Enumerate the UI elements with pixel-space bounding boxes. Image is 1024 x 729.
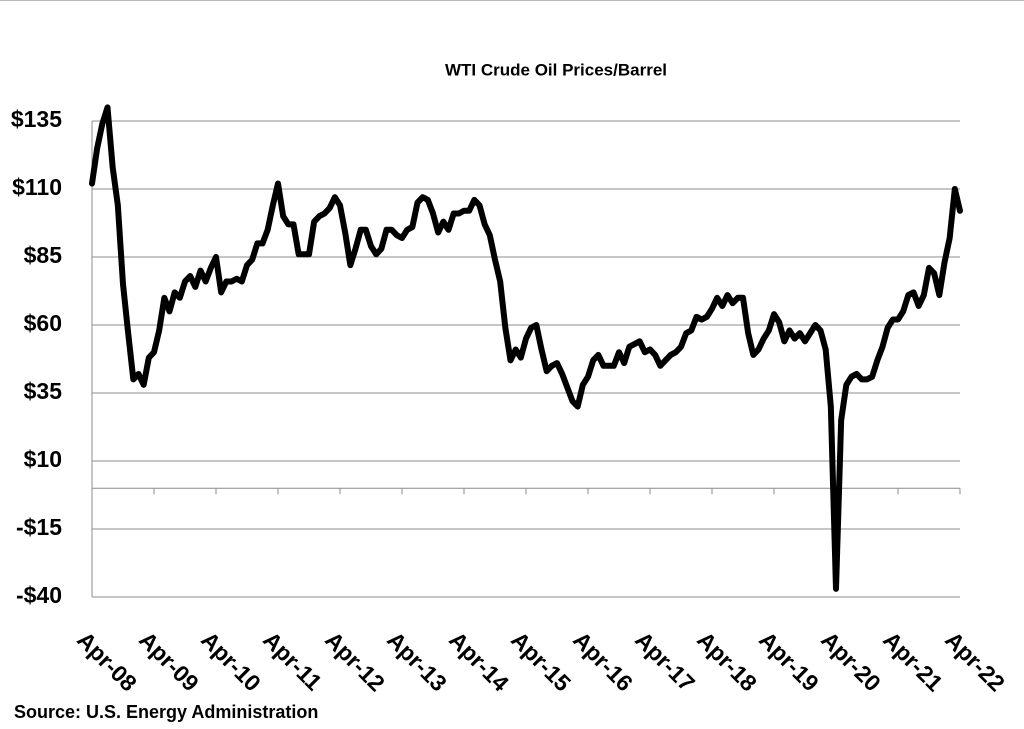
chart-title: WTI Crude Oil Prices/Barrel — [445, 60, 667, 79]
x-tick-label: Apr-17 — [630, 626, 700, 696]
y-tick-label: $60 — [24, 310, 62, 336]
x-tick-label: Apr-18 — [692, 626, 762, 696]
x-tick-label: Apr-15 — [506, 626, 576, 696]
x-tick-label: Apr-16 — [568, 626, 638, 696]
x-tick-label: Apr-22 — [940, 626, 1010, 696]
x-tick-label: Apr-11 — [258, 626, 327, 695]
x-tick-label: Apr-12 — [320, 626, 390, 696]
y-tick-label: $10 — [24, 446, 62, 472]
y-tick-label: $135 — [11, 106, 62, 132]
x-tick-label: Apr-10 — [196, 626, 266, 696]
source-note: Source: U.S. Energy Administration — [14, 702, 318, 722]
x-tick-label: Apr-14 — [444, 626, 514, 696]
y-tick-label: $110 — [12, 174, 62, 200]
x-tick-label: Apr-13 — [382, 626, 452, 696]
y-tick-label: -$15 — [16, 514, 62, 540]
x-tick-label: Apr-09 — [134, 626, 204, 696]
price-line — [89, 104, 963, 592]
y-tick-label: $35 — [24, 378, 63, 404]
x-tick-label: Apr-20 — [816, 626, 886, 696]
y-tick-label: -$40 — [16, 582, 62, 608]
x-tick-label: Apr-21 — [878, 626, 948, 696]
y-tick-label: $85 — [24, 242, 63, 268]
x-tick-label: Apr-08 — [72, 626, 142, 696]
x-tick-label: Apr-19 — [754, 626, 824, 696]
